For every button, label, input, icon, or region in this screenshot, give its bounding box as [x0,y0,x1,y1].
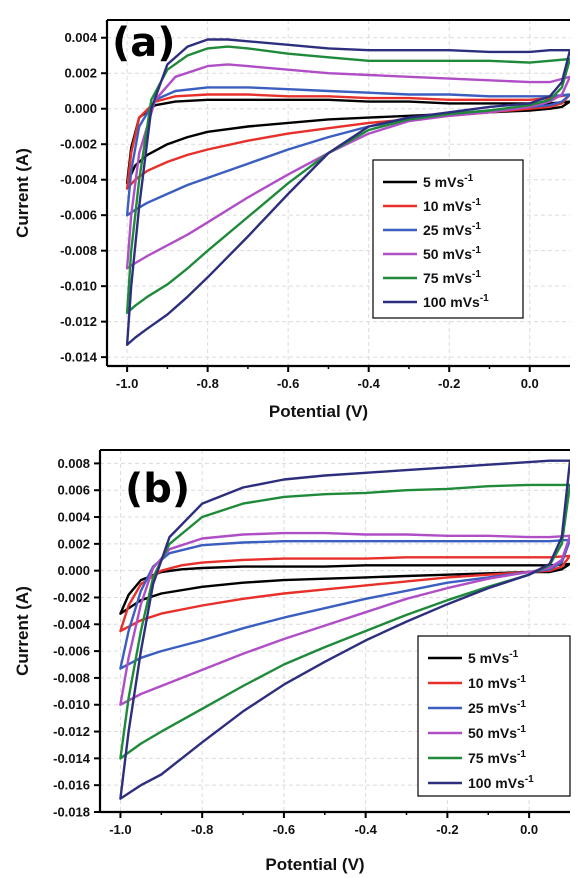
legend-label: 50 mVs-1 [423,245,481,262]
y-tick-label: -0.018 [53,805,90,820]
panel-label: (a) [112,20,176,66]
y-tick-label: -0.006 [53,644,90,659]
x-tick-label: 0.0 [520,822,538,837]
x-tick-label: -0.2 [438,376,460,391]
y-tick-label: -0.008 [53,670,90,685]
series-line-10-mvs [119,554,570,633]
legend-label: 25 mVs-1 [423,221,481,238]
y-tick-label: 0.002 [64,66,97,81]
x-tick-label: -0.8 [196,376,218,391]
y-tick-label: -0.014 [60,350,98,365]
y-tick-label: 0.000 [64,101,97,116]
legend: 5 mVs-1 10 mVs-1 25 mVs-1 50 mVs-1 75 mVs-1 1… [372,159,524,319]
legend-box [417,635,571,797]
series-line-25-mvs [125,86,570,217]
legend: 5 mVs-1 10 mVs-1 25 mVs-1 50 mVs-1 75 mVs-1 1… [417,635,571,797]
y-tick-label: 0.006 [57,483,90,498]
series-line-50-mvs [119,531,570,706]
series-line-75-mvs [119,483,570,760]
series-group [125,38,570,346]
series-line-5-mvs [125,98,570,185]
legend-label: 75 mVs-1 [468,749,526,766]
legend-label: 50 mVs-1 [468,724,526,741]
legend-label: 5 mVs-1 [423,173,474,190]
y-tick-label: 0.000 [57,563,90,578]
series-line-75-mvs [125,45,570,314]
y-tick-label: -0.004 [53,617,91,632]
series-line-5-mvs [119,562,570,615]
chart-panel-a: -1.0 -0.8 -0.6 -0.4 -0.2 0.0 0.004 0.002 0.000 -0… [13,19,570,421]
legend-label: 10 mVs-1 [423,197,481,214]
legend-label: 10 mVs-1 [468,674,526,691]
x-axis-title: Potential (V) [269,402,368,421]
x-tick-label: -0.4 [354,822,377,837]
legend-box [372,159,524,319]
y-tick-label: -0.006 [60,208,97,223]
x-axis-title: Potential (V) [265,855,364,874]
y-tick-label: 0.008 [57,456,90,471]
legend-label: 75 mVs-1 [423,269,481,286]
x-tick-label: -1.0 [116,376,138,391]
panel-label: (b) [125,466,190,512]
series-line-100-mvs [119,459,570,800]
legend-label: 5 mVs-1 [468,649,519,666]
x-tick-label: -0.8 [191,822,213,837]
series-line-100-mvs [125,38,570,346]
y-tick-label: -0.012 [60,314,97,329]
y-tick-label: -0.010 [53,697,90,712]
y-tick-label: -0.004 [60,172,98,187]
series-group [119,459,570,800]
y-axis-title: Current (A) [13,148,32,238]
x-tick-label: 0.0 [521,376,539,391]
y-tick-label: -0.014 [53,751,91,766]
y-tick-label: -0.016 [53,778,90,793]
y-tick-label: -0.010 [60,279,97,294]
y-tick-label: -0.002 [60,137,97,152]
x-tick-label: -0.4 [357,376,380,391]
y-tick-label: -0.002 [53,590,90,605]
x-tick-label: -0.6 [277,376,299,391]
y-tick-label: 0.002 [57,536,90,551]
y-tick-label: 0.004 [57,510,90,525]
y-tick-label: -0.012 [53,724,90,739]
y-axis-title: Current (A) [13,586,32,676]
x-tick-label: -0.6 [273,822,295,837]
legend-label: 25 mVs-1 [468,699,526,716]
chart-panel-b: -1.0 -0.8 -0.6 -0.4 -0.2 0.0 0.008 0.006 0.004 0.… [13,449,571,874]
y-tick-label: 0.004 [64,30,97,45]
x-tick-label: -1.0 [109,822,131,837]
series-line-50-mvs [125,63,570,270]
legend-label: 100 mVs-1 [423,293,489,310]
y-tick-label: -0.008 [60,243,97,258]
legend-label: 100 mVs-1 [468,774,534,791]
x-tick-label: -0.2 [436,822,458,837]
